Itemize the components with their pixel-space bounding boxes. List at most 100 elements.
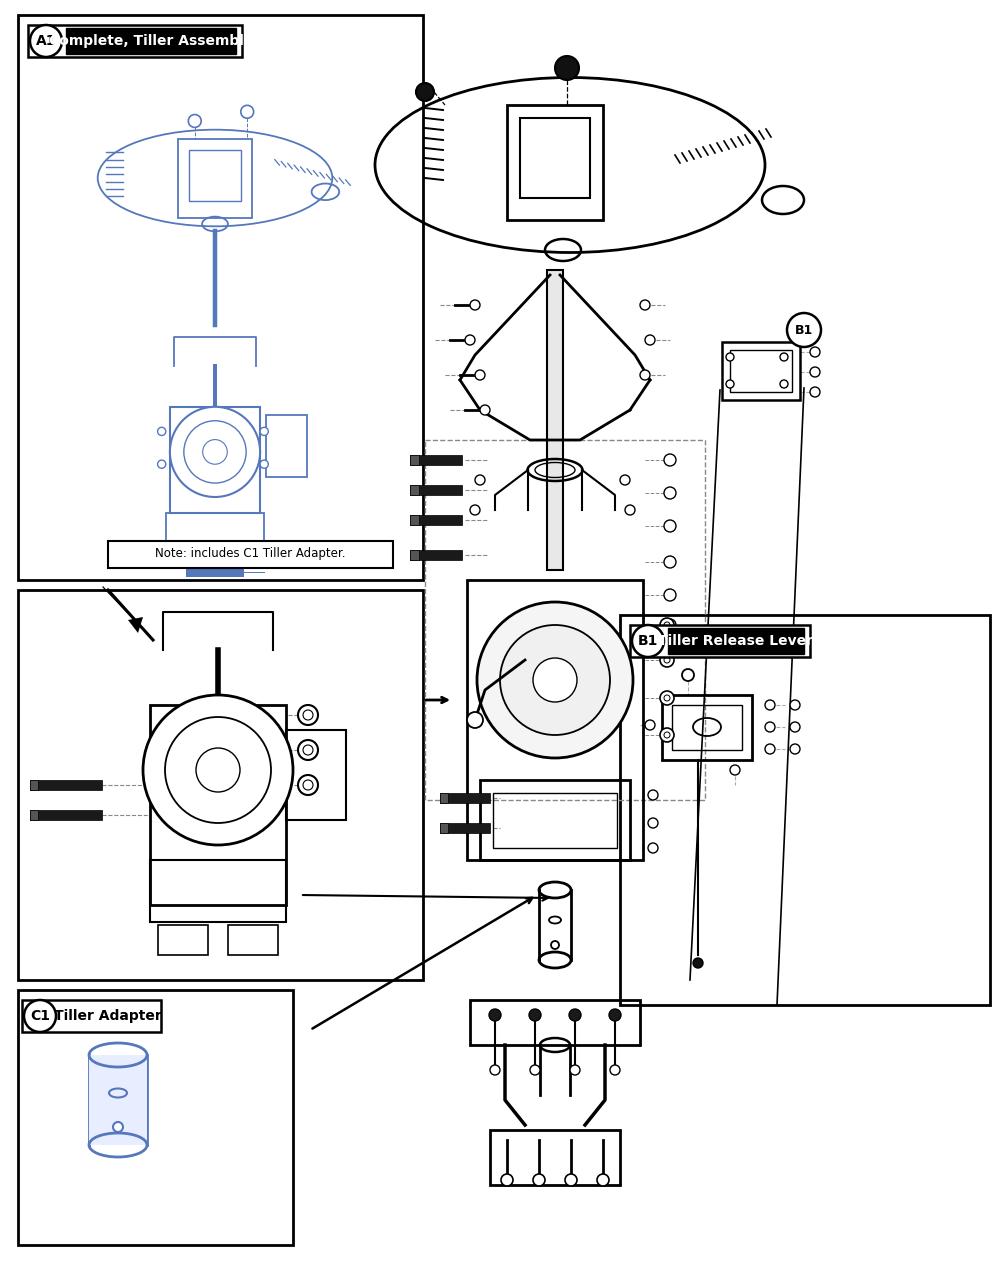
Circle shape: [298, 775, 318, 794]
Circle shape: [664, 696, 670, 701]
Bar: [178, 139, 252, 218]
Circle shape: [501, 1175, 513, 1186]
Circle shape: [298, 740, 318, 760]
Bar: [150, 704, 286, 905]
Circle shape: [465, 334, 475, 345]
Circle shape: [810, 347, 820, 357]
Circle shape: [780, 353, 788, 361]
Circle shape: [303, 745, 313, 755]
Bar: [166, 513, 264, 559]
Text: C1: C1: [30, 1009, 50, 1022]
Circle shape: [570, 1066, 580, 1074]
Circle shape: [664, 487, 676, 499]
Circle shape: [165, 717, 271, 824]
Circle shape: [640, 300, 650, 310]
Bar: [60, 1003, 155, 1029]
Bar: [30, 810, 38, 820]
Bar: [440, 824, 490, 832]
Bar: [30, 810, 102, 820]
Bar: [490, 1130, 620, 1185]
Bar: [410, 514, 462, 525]
Bar: [89, 1055, 147, 1145]
Circle shape: [780, 380, 788, 388]
Bar: [18, 15, 423, 580]
Text: Tiller Release Lever: Tiller Release Lever: [658, 634, 814, 647]
Bar: [186, 566, 223, 576]
Circle shape: [597, 1175, 609, 1186]
Circle shape: [765, 744, 775, 754]
Circle shape: [790, 722, 800, 732]
Polygon shape: [128, 617, 143, 634]
Circle shape: [143, 696, 293, 845]
Circle shape: [551, 941, 559, 949]
Bar: [207, 566, 244, 576]
Circle shape: [470, 506, 480, 514]
Text: Complete, Tiller Assembly: Complete, Tiller Assembly: [49, 34, 253, 48]
Circle shape: [529, 1009, 541, 1021]
Circle shape: [660, 653, 674, 666]
Bar: [672, 704, 742, 750]
Circle shape: [645, 334, 655, 345]
Bar: [470, 1000, 640, 1045]
Bar: [440, 824, 448, 832]
Circle shape: [555, 56, 579, 80]
Bar: [28, 25, 242, 57]
Circle shape: [620, 475, 630, 485]
Bar: [630, 625, 810, 658]
Circle shape: [196, 748, 240, 792]
Circle shape: [475, 475, 485, 485]
Circle shape: [490, 1066, 500, 1074]
Bar: [410, 455, 419, 465]
Circle shape: [810, 386, 820, 397]
Circle shape: [765, 699, 775, 710]
Circle shape: [625, 506, 635, 514]
Bar: [189, 151, 241, 201]
Text: B1: B1: [638, 634, 658, 647]
Bar: [170, 407, 260, 513]
Circle shape: [610, 1066, 620, 1074]
Bar: [30, 780, 102, 791]
Bar: [722, 342, 800, 400]
Circle shape: [533, 658, 577, 702]
Bar: [66, 28, 236, 54]
Circle shape: [730, 765, 740, 775]
Circle shape: [787, 313, 821, 347]
Bar: [507, 105, 603, 220]
Circle shape: [260, 460, 268, 469]
Bar: [730, 350, 792, 392]
Circle shape: [184, 421, 246, 483]
Circle shape: [693, 958, 703, 968]
Circle shape: [664, 454, 676, 466]
Text: Tiller Adapter: Tiller Adapter: [54, 1009, 161, 1022]
Text: B1: B1: [795, 323, 813, 337]
Circle shape: [632, 625, 664, 658]
Circle shape: [726, 353, 734, 361]
Circle shape: [416, 84, 434, 101]
Circle shape: [565, 1175, 577, 1186]
Bar: [108, 541, 393, 568]
Text: A1: A1: [36, 34, 56, 48]
Bar: [440, 793, 490, 803]
Bar: [440, 793, 448, 803]
Bar: [18, 590, 423, 979]
Circle shape: [188, 114, 201, 128]
Circle shape: [170, 407, 260, 497]
Circle shape: [303, 710, 313, 720]
Circle shape: [648, 843, 658, 853]
Bar: [410, 455, 462, 465]
Circle shape: [660, 729, 674, 742]
Bar: [410, 514, 419, 525]
Circle shape: [489, 1009, 501, 1021]
Circle shape: [113, 1123, 123, 1131]
Circle shape: [569, 1009, 581, 1021]
Bar: [410, 550, 462, 560]
Bar: [480, 780, 630, 860]
Circle shape: [500, 625, 610, 735]
Circle shape: [682, 669, 694, 680]
Circle shape: [303, 780, 313, 791]
Circle shape: [470, 300, 480, 310]
Circle shape: [475, 370, 485, 380]
Circle shape: [158, 427, 166, 436]
Bar: [18, 990, 293, 1245]
Circle shape: [480, 405, 490, 416]
